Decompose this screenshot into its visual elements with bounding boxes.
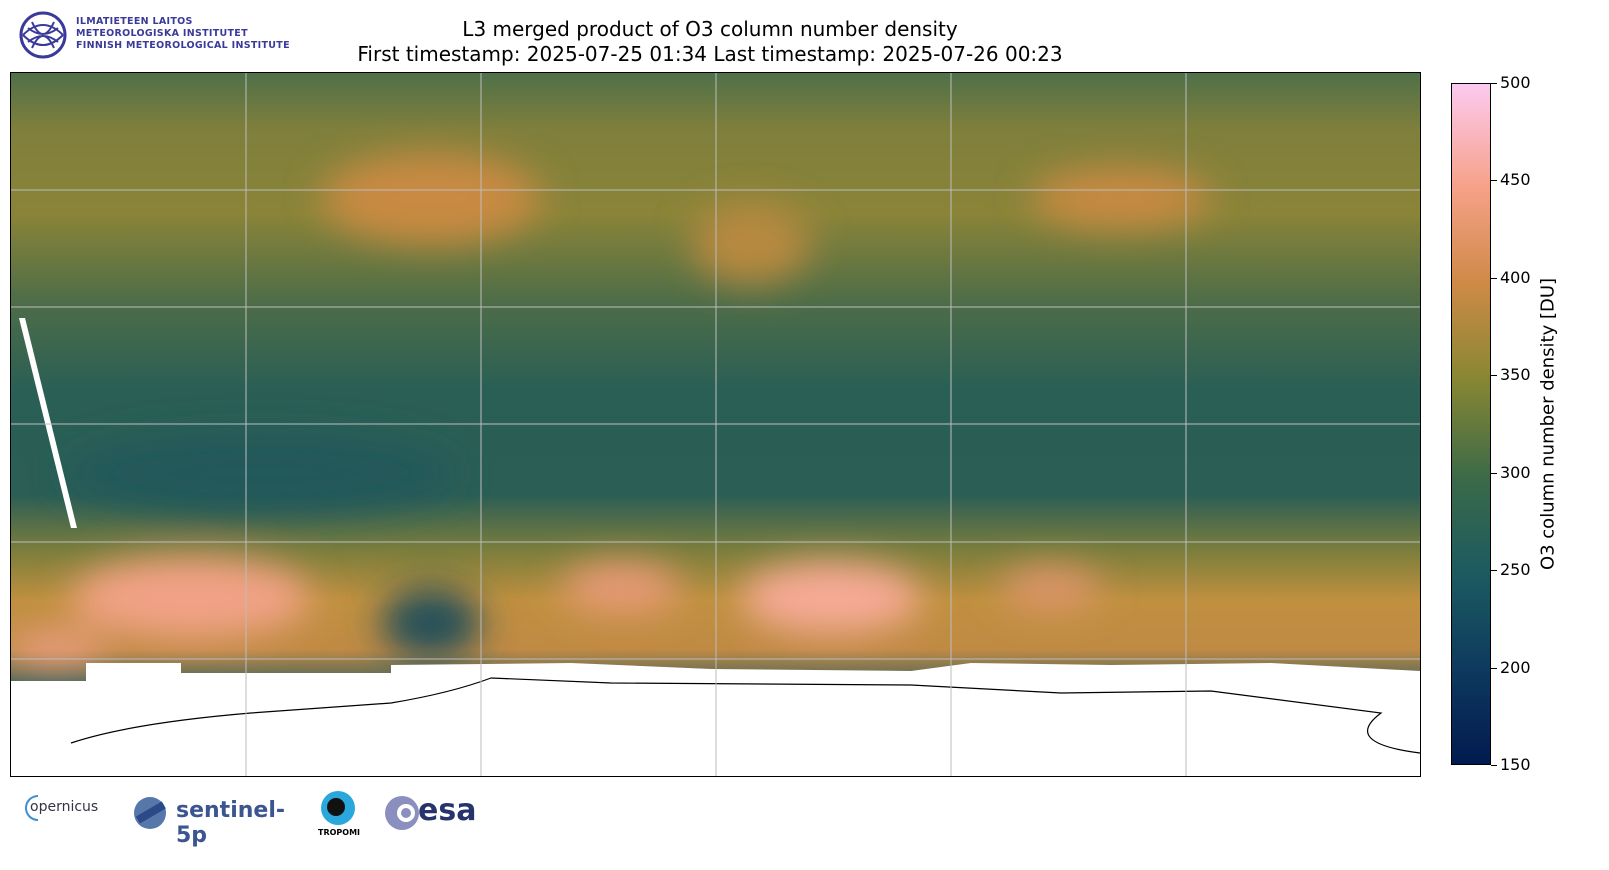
tick (1491, 765, 1497, 766)
copernicus-text: opernicus (30, 799, 99, 815)
tropomi-logo: TROPOMI (316, 790, 360, 838)
colorbar (1451, 83, 1491, 765)
sentinel-5p-logo: sentinel-5p (132, 795, 302, 848)
tick (1491, 83, 1497, 84)
fmi-emblem-icon (19, 11, 67, 59)
fmi-name-sv: METEOROLOGISKA INSTITUTET (76, 28, 248, 39)
sentinel-text: sentinel-5p (176, 798, 285, 848)
tick-label: 450 (1500, 170, 1531, 189)
tick-label: 350 (1500, 365, 1531, 384)
colorbar-label: O3 column number density [DU] (1537, 277, 1559, 571)
tick (1491, 375, 1497, 376)
tick-label: 500 (1500, 73, 1531, 92)
gridlines (11, 73, 1420, 776)
fmi-name-en: FINNISH METEOROLOGICAL INSTITUTE (76, 40, 290, 51)
tick (1491, 668, 1497, 669)
tick-label: 250 (1500, 560, 1531, 579)
fmi-logo: ILMATIETEEN LAITOS METEOROLOGISKA INSTIT… (18, 10, 308, 60)
tick (1491, 570, 1497, 571)
ozone-anomalies (11, 153, 1211, 663)
chart-title: L3 merged product of O3 column number de… (462, 17, 958, 41)
satellite-icon (134, 797, 166, 829)
tick (1491, 473, 1497, 474)
orbit-gap-no-data (19, 318, 77, 528)
fmi-name-fi: ILMATIETEEN LAITOS (76, 16, 193, 27)
tick-label: 400 (1500, 268, 1531, 287)
esa-logo: esa (384, 793, 479, 831)
tick-label: 300 (1500, 463, 1531, 482)
tick (1491, 180, 1497, 181)
antarctica-coastline (70, 677, 1420, 754)
ozone-map (10, 72, 1421, 777)
tick (1491, 278, 1497, 279)
esa-text: esa (418, 793, 477, 828)
chart-subtitle: First timestamp: 2025-07-25 01:34 Last t… (357, 42, 1063, 66)
tick-label: 150 (1500, 755, 1531, 774)
copernicus-logo: opernicus (22, 793, 112, 823)
tropomi-text: TROPOMI (318, 828, 361, 837)
tick-label: 200 (1500, 658, 1531, 677)
